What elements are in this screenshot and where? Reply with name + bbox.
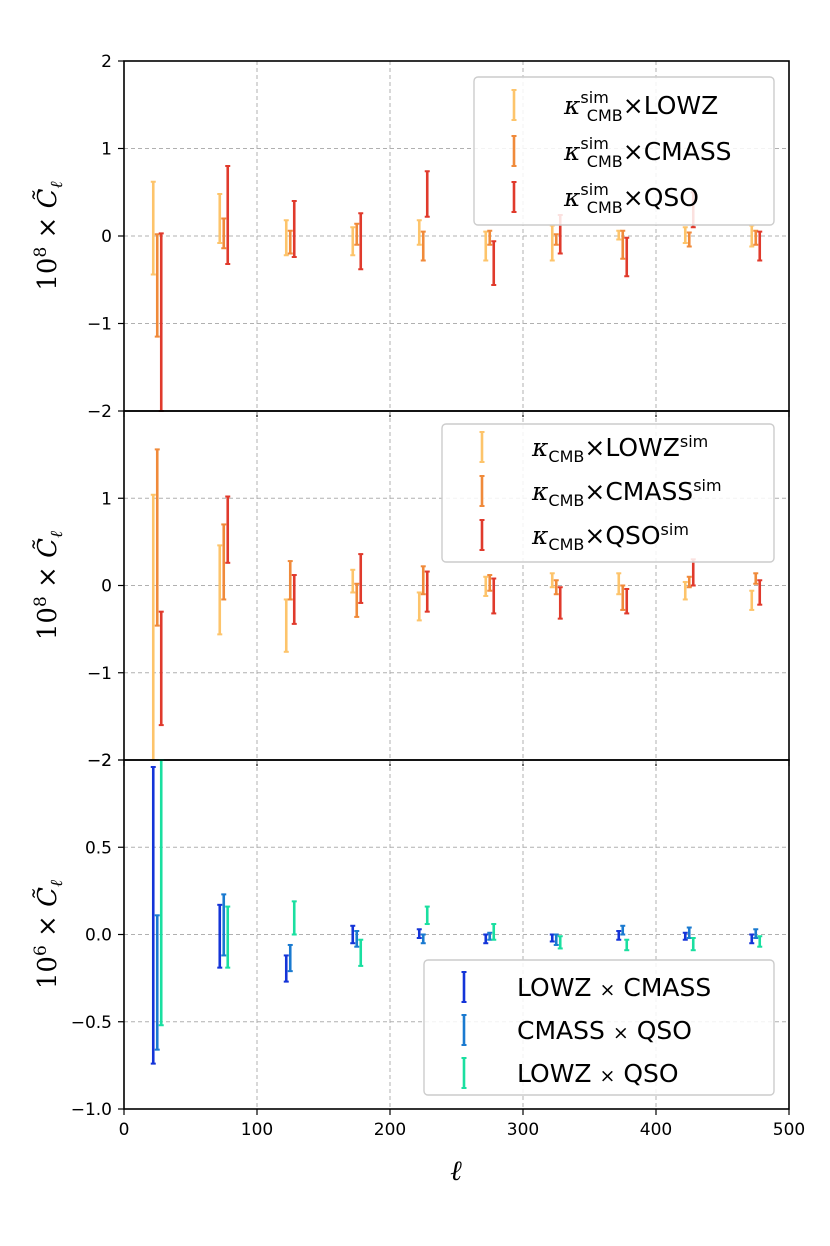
series-top-1	[154, 217, 759, 338]
x-tick-label: 200	[374, 1120, 406, 1140]
legend-label: κsim CMB×CMASS	[563, 134, 732, 171]
panels: 2 1 0 −1 −2 108 × C̃ℓ κsim CMB×LOWZ κsim CMB×CMAS…	[31, 52, 805, 1140]
y-tick-label: 0	[101, 227, 112, 247]
legend-box	[473, 76, 775, 226]
y-axis-label: 106 × C̃ℓ	[31, 880, 67, 989]
y-tick-label: −1	[87, 315, 112, 335]
x-tick-label: 400	[640, 1120, 672, 1140]
y-axis-label: 108 × C̃ℓ	[31, 531, 67, 640]
y-tick-label: −1.0	[71, 1100, 112, 1120]
y-tick-label: 0.5	[85, 838, 112, 858]
series-middle-0	[150, 493, 755, 761]
y-tick-label: 1	[101, 140, 112, 160]
legend-label: κsim CMB×QSO	[563, 180, 699, 217]
series-middle-2	[158, 495, 763, 727]
legend-box	[441, 423, 775, 563]
legend-label: κCMB×QSOsim	[531, 520, 689, 554]
y-tick-label: −1	[87, 664, 112, 684]
series-bottom-2	[158, 759, 763, 1027]
x-tick-label: 300	[507, 1120, 539, 1140]
legend-label: κsim CMB×LOWZ	[563, 88, 718, 125]
y-tick-label: 0.0	[85, 926, 112, 946]
x-tick-label: 0	[119, 1120, 130, 1140]
legend-label: LOWZ × CMASS	[517, 973, 711, 1002]
legend-box	[423, 959, 775, 1096]
panel-bottom: −2 0.5 0.0 −0.5 −1.0 0 100 200 300 400 500 106 × C̃…	[31, 751, 805, 1140]
series-top-0	[150, 180, 755, 276]
y-tick-label: 0	[101, 577, 112, 597]
x-tick-label: 500	[773, 1120, 805, 1140]
legend-top: κsim CMB×LOWZ κsim CMB×CMASS κsim CMB×QSO	[473, 76, 775, 226]
legend-bottom: LOWZ × CMASS CMASS × QSO LOWZ × QSO	[423, 959, 775, 1096]
legend-label: LOWZ × QSO	[517, 1059, 679, 1088]
series-bottom-1	[154, 893, 759, 1051]
y-tick-label: −2	[87, 402, 112, 422]
legend-label: κCMB×LOWZsim	[531, 432, 708, 466]
y-tick-label: −2	[87, 751, 112, 771]
y-tick-label: 1	[101, 489, 112, 509]
series-bottom-0	[150, 765, 755, 1065]
y-axis-label: 108 × C̃ℓ	[31, 181, 67, 290]
y-tick-label: 2	[101, 52, 112, 72]
legend-middle: κCMB×LOWZsim κCMB×CMASSsim κCMB×QSOsim	[441, 423, 775, 563]
x-tick-label: 100	[241, 1120, 273, 1140]
y-tick-label: −2	[87, 751, 112, 771]
series-middle-1	[154, 448, 759, 627]
legend-label: CMASS × QSO	[517, 1016, 692, 1045]
panel-middle: 1 0 −1 −2 108 × C̃ℓ κCMB×LOWZsim κCMB×CMASSsim…	[31, 410, 790, 771]
legend-label: κCMB×CMASSsim	[531, 476, 722, 510]
panel-top: 2 1 0 −1 −2 108 × C̃ℓ κsim CMB×LOWZ κsim CMB×CMAS…	[31, 52, 790, 422]
x-axis-label: ℓ	[450, 1154, 462, 1187]
y-tick-label: −0.5	[71, 1013, 112, 1033]
